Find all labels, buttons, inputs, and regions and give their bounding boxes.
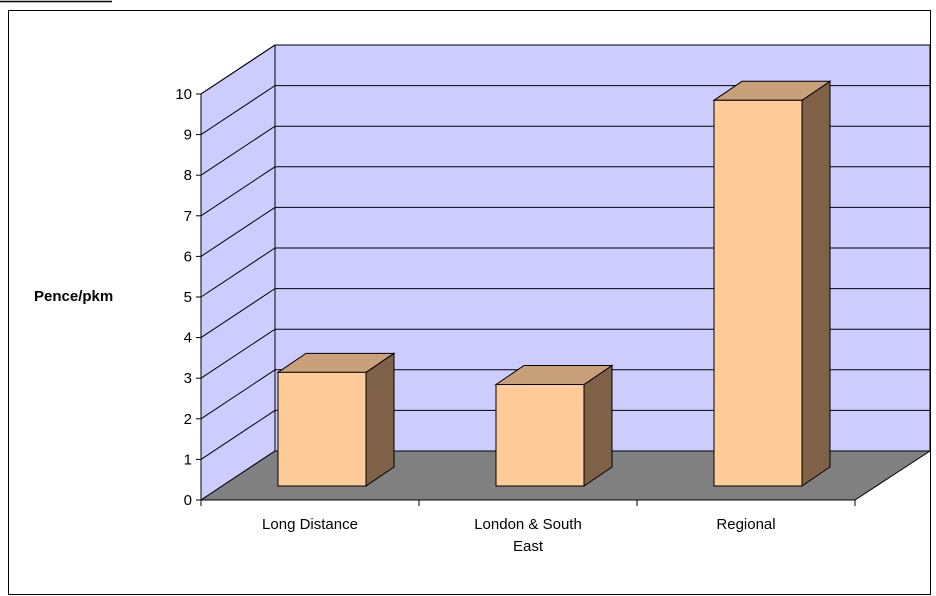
y-tick-label: 9 (184, 127, 192, 144)
gridline (200, 247, 930, 298)
x-category-label-line: Regional (716, 516, 775, 533)
y-tick-label: 8 (184, 167, 192, 184)
x-category-label: Long Distance (262, 516, 358, 533)
bar (495, 384, 585, 487)
gridline (200, 125, 930, 176)
y-tick-label: 5 (184, 289, 192, 306)
gridline (200, 328, 930, 379)
y-tick-label: 1 (184, 451, 192, 468)
plot-area: 0 1 2 3 4 5 6 7 8 9 10 Long Distance London & South E… (175, 44, 932, 555)
x-category-label-line: Long Distance (262, 516, 358, 533)
x-category-label: Regional (716, 516, 775, 533)
y-tick-label: 3 (184, 370, 192, 387)
gridline (200, 44, 930, 95)
gridline (200, 206, 930, 257)
bar-side (365, 352, 395, 487)
gridline (200, 369, 930, 420)
y-tick-label: 4 (184, 330, 192, 347)
x-category-label: London & South East (474, 516, 582, 555)
bar-side (583, 364, 613, 487)
bar (277, 371, 367, 487)
bar (713, 99, 803, 487)
gridline (200, 409, 930, 460)
y-axis-label: Pence/pkm (34, 288, 113, 305)
y-tick-label: 2 (184, 411, 192, 428)
y-tick-label: 7 (184, 208, 192, 225)
gridline (200, 288, 930, 339)
gridline (200, 85, 930, 136)
x-category-label-line: East (513, 538, 544, 555)
bar-side (801, 80, 831, 487)
x-category-label-line: London & South (474, 516, 582, 533)
y-tick-label: 6 (184, 248, 192, 265)
y-tick-label: 10 (175, 86, 192, 103)
gridline (200, 166, 930, 217)
y-tick-label: 0 (184, 492, 192, 509)
